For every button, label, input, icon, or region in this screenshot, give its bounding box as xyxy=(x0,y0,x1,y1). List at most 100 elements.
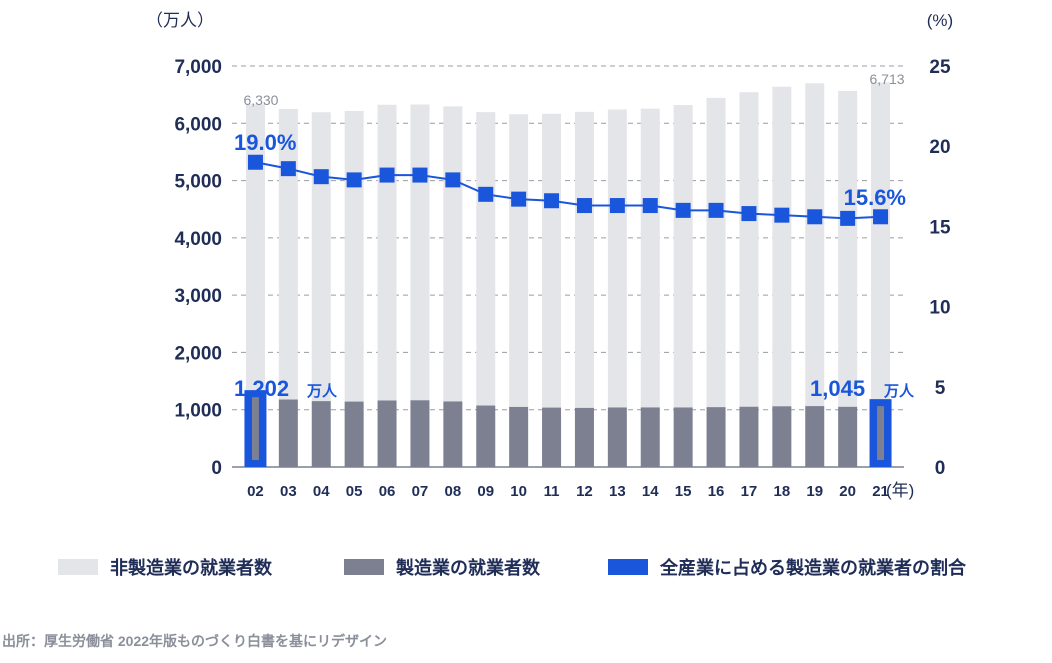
legend-swatch xyxy=(58,559,98,575)
ratio-point xyxy=(840,210,856,226)
ratio-point xyxy=(708,202,724,218)
x-tick-label: 07 xyxy=(412,483,429,500)
bar-manufacturing xyxy=(377,400,397,467)
bar-manufacturing xyxy=(574,407,594,467)
x-tick-label: 14 xyxy=(642,483,659,500)
ratio-point xyxy=(379,167,395,183)
x-tick-label: 11 xyxy=(544,483,560,500)
x-tick-label: 02 xyxy=(247,483,264,500)
bar-manufacturing xyxy=(838,406,858,467)
ratio-point xyxy=(642,198,658,214)
x-axis-unit: (年) xyxy=(886,481,914,500)
bar-manufacturing xyxy=(607,407,627,467)
legend-label: 製造業の就業者数 xyxy=(395,557,541,578)
y-tick-label-left: 4,000 xyxy=(174,229,222,250)
y-tick-label-right: 5 xyxy=(935,378,946,399)
bar-non-manufacturing xyxy=(245,104,265,399)
bar-manufacturing xyxy=(673,407,693,467)
bar-non-manufacturing xyxy=(574,111,594,408)
labels: 6,330 6,713 19.0% 15.6% 1,202 万人 1,045 万人 xyxy=(234,71,915,401)
bar-manufacturing xyxy=(344,401,364,467)
left-axis-unit: （万人） xyxy=(146,11,214,30)
bar-non-manufacturing xyxy=(410,104,430,401)
ratio-point xyxy=(741,206,757,222)
x-tick-label: 19 xyxy=(806,483,823,500)
bar-non-manufacturing xyxy=(278,108,298,400)
y-tick-label-left: 5,000 xyxy=(174,172,222,193)
axes: 01,0002,0003,0004,0005,0006,0007,0000510… xyxy=(146,11,953,500)
bar-manufacturing xyxy=(877,406,885,460)
ratio-point xyxy=(873,209,889,225)
x-tick-label: 08 xyxy=(445,483,462,500)
bar-manufacturing xyxy=(805,406,825,467)
y-tick-label-right: 25 xyxy=(929,57,951,78)
legend-swatch xyxy=(608,559,648,575)
x-tick-label: 15 xyxy=(675,483,692,500)
x-tick-label: 12 xyxy=(576,483,593,500)
bar-non-manufacturing xyxy=(805,83,825,407)
x-tick-label: 18 xyxy=(774,483,791,500)
bar-non-manufacturing xyxy=(344,110,364,402)
ratio-point xyxy=(247,154,263,170)
bar-manufacturing xyxy=(640,407,660,467)
ratio-line xyxy=(247,154,889,226)
bar-non-manufacturing xyxy=(311,112,331,402)
bar-manufacturing xyxy=(410,400,430,467)
y-tick-label-left: 3,000 xyxy=(174,286,222,307)
pct-label-first: 19.0% xyxy=(234,130,296,155)
x-tick-label: 09 xyxy=(477,483,494,500)
gridlines xyxy=(232,65,904,468)
x-tick-label: 04 xyxy=(313,483,330,500)
legend-label: 非製造業の就業者数 xyxy=(110,557,273,578)
bar-non-manufacturing xyxy=(542,113,562,408)
bar-non-manufacturing xyxy=(871,82,891,408)
total-label-last: 6,713 xyxy=(870,71,905,87)
y-tick-label-right: 15 xyxy=(929,217,951,238)
bar-non-manufacturing xyxy=(443,106,463,402)
mfg-label-first-unit: 万人 xyxy=(306,383,338,400)
bar-manufacturing xyxy=(509,406,529,467)
bar-non-manufacturing xyxy=(772,86,792,407)
ratio-point xyxy=(544,193,560,209)
bar-manufacturing xyxy=(476,405,496,467)
x-tick-label: 16 xyxy=(708,483,725,500)
ratio-point xyxy=(412,167,428,183)
ratio-point xyxy=(807,209,823,225)
ratio-point xyxy=(280,161,296,177)
ratio-point xyxy=(346,172,362,188)
x-tick-label: 05 xyxy=(346,483,363,500)
ratio-point xyxy=(478,186,494,202)
bar-manufacturing xyxy=(443,401,463,467)
ratio-point xyxy=(609,198,625,214)
y-tick-label-left: 1,000 xyxy=(174,401,222,422)
bar-manufacturing xyxy=(278,399,298,467)
y-tick-label-left: 7,000 xyxy=(174,57,222,78)
bar-non-manufacturing xyxy=(838,90,858,407)
y-tick-label-left: 0 xyxy=(211,458,222,479)
y-tick-label-right: 0 xyxy=(935,458,946,479)
x-tick-label: 06 xyxy=(379,483,396,500)
bar-manufacturing xyxy=(772,406,792,467)
mfg-label-last-unit: 万人 xyxy=(883,383,915,400)
ratio-point xyxy=(511,191,527,207)
ratio-point xyxy=(774,207,790,223)
legend: 非製造業の就業者数 製造業の就業者数 全産業に占める製造業の就業者の割合 xyxy=(58,557,967,578)
bar-non-manufacturing xyxy=(706,97,726,408)
y-tick-label-left: 2,000 xyxy=(174,343,222,364)
bar-manufacturing xyxy=(542,407,562,467)
mfg-label-last: 1,045 xyxy=(810,376,865,401)
bar-manufacturing xyxy=(251,397,259,460)
y-tick-label-right: 10 xyxy=(929,298,950,319)
pct-label-last: 15.6% xyxy=(844,185,906,210)
source-note: 出所：厚生労働省 2022年版ものづくり白書を基にリデザイン xyxy=(2,633,387,649)
x-tick-label: 03 xyxy=(280,483,297,500)
bar-non-manufacturing xyxy=(607,109,627,408)
bar-non-manufacturing xyxy=(509,114,529,407)
x-tick-label: 21 xyxy=(872,483,889,500)
ratio-point xyxy=(675,202,691,218)
bar-non-manufacturing xyxy=(673,105,693,408)
total-label-first: 6,330 xyxy=(243,92,278,108)
bar-manufacturing xyxy=(311,401,331,467)
